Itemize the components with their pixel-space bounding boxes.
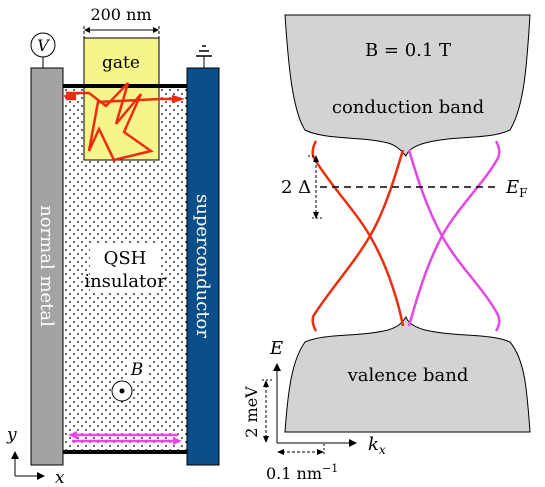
qsh-label-line2: insulator xyxy=(84,271,166,292)
gate-width-label: 200 nm xyxy=(90,5,151,24)
energy-axis-label: E xyxy=(269,338,283,359)
fermi-label: EF xyxy=(505,177,527,200)
x-axis-label: x xyxy=(55,468,65,487)
energy-scale-arrowheads xyxy=(263,380,269,443)
b-label-bg xyxy=(127,360,147,380)
magenta-dispersion xyxy=(407,140,501,332)
field-label: B = 0.1 T xyxy=(365,40,451,61)
y-axis-label: y xyxy=(6,425,17,445)
edge-channel-bottom xyxy=(68,431,182,445)
superconductor xyxy=(186,67,220,466)
momentum-axis-label: kx xyxy=(368,434,386,457)
valence-band-label: valence band xyxy=(347,365,469,386)
band-diagram: EF 2 Δ B = 0.1 T conduction band valence… xyxy=(242,14,531,483)
device-schematic: gate 200 nm normal metal superconductor … xyxy=(6,5,220,487)
qsh-label-line1: QSH xyxy=(104,248,147,269)
red-dispersion xyxy=(311,140,405,332)
conduction-band xyxy=(284,14,531,157)
gate-label: gate xyxy=(102,53,140,73)
valence-band xyxy=(284,315,531,433)
superconductor-label: superconductor xyxy=(192,194,213,338)
b-field-dot xyxy=(119,388,125,394)
normal-metal xyxy=(30,67,64,466)
voltmeter-icon xyxy=(30,32,56,58)
gap-arrowheads xyxy=(313,155,319,219)
voltmeter-label: V xyxy=(37,36,50,55)
qsh-label-bg xyxy=(90,243,160,293)
xy-axes xyxy=(11,451,45,480)
energy-scale-label: 2 meV xyxy=(242,386,261,438)
b-label: B xyxy=(130,360,144,380)
gap-label: 2 Δ xyxy=(281,177,311,198)
momentum-scale-label: 0.1 nm−1 xyxy=(266,462,338,483)
normal-metal-label: normal metal xyxy=(36,205,57,327)
conduction-band-label: conduction band xyxy=(332,97,484,118)
ground-icon xyxy=(196,45,212,68)
edge-trajectory-top xyxy=(61,82,185,162)
